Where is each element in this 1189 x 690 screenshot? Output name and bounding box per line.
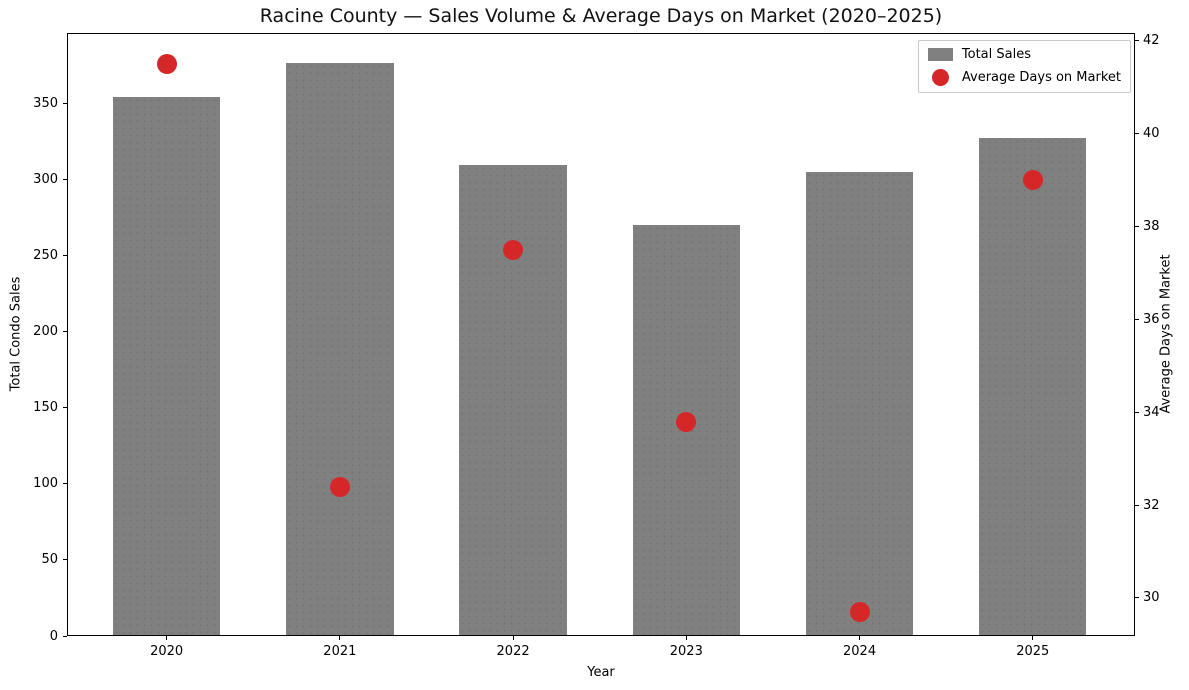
- y-tick-mark-left: [63, 330, 67, 332]
- scatter-point-2025: [1022, 170, 1043, 191]
- y-tick-label-left: 250: [33, 247, 58, 263]
- x-tick-label: 2023: [669, 644, 703, 659]
- x-tick-mark: [339, 636, 341, 640]
- y-tick-label-left: 350: [33, 95, 58, 111]
- y-tick-label-left: 50: [41, 552, 58, 568]
- legend: Total Sales Average Days on Market: [917, 40, 1131, 93]
- x-tick-mark: [512, 636, 514, 640]
- legend-label: Average Days on Market: [961, 70, 1121, 85]
- bar-2021: [286, 63, 394, 635]
- x-tick-label: 2025: [1016, 644, 1050, 659]
- y-tick-mark-right: [1135, 597, 1139, 599]
- x-tick-mark: [685, 636, 687, 640]
- y-tick-label-right: 34: [1143, 404, 1160, 420]
- x-tick-label: 2024: [843, 644, 877, 659]
- scatter-point-2020: [156, 54, 177, 75]
- y-axis-label-right: Average Days on Market: [1158, 254, 1174, 414]
- bar-2025: [979, 138, 1087, 635]
- y-tick-mark-left: [63, 254, 67, 256]
- y-tick-label-right: 32: [1143, 497, 1160, 513]
- x-tick-mark: [859, 636, 861, 640]
- bar-2020: [112, 96, 221, 635]
- legend-entry-total-sales: Total Sales: [927, 47, 1121, 62]
- y-tick-mark-right: [1135, 504, 1139, 506]
- scatter-point-2021: [329, 476, 350, 497]
- y-tick-label-left: 0: [49, 628, 58, 644]
- y-tick-label-right: 40: [1143, 126, 1160, 142]
- y-tick-label-left: 100: [33, 476, 58, 492]
- bar-2024: [805, 171, 914, 635]
- y-tick-mark-right: [1135, 411, 1139, 413]
- plot-area: [67, 33, 1135, 636]
- x-tick-mark: [166, 636, 168, 640]
- y-tick-mark-left: [63, 483, 67, 485]
- x-tick-label: 2022: [496, 644, 530, 659]
- y-tick-label-right: 30: [1143, 590, 1160, 606]
- y-tick-mark-left: [63, 407, 67, 409]
- y-tick-mark-right: [1135, 40, 1139, 42]
- x-axis-label: Year: [587, 665, 615, 680]
- y-tick-label-left: 150: [33, 400, 58, 416]
- legend-label: Total Sales: [961, 47, 1031, 62]
- legend-dot-swatch-icon: [931, 69, 949, 86]
- y-tick-mark-right: [1135, 226, 1139, 228]
- y-tick-mark-right: [1135, 318, 1139, 320]
- y-tick-label-left: 300: [33, 171, 58, 187]
- legend-entry-avg-days: Average Days on Market: [928, 69, 1121, 86]
- bar-2022: [459, 165, 567, 635]
- scatter-point-2023: [676, 411, 697, 432]
- scatter-point-2024: [849, 601, 870, 622]
- y-tick-label-right: 36: [1143, 311, 1160, 327]
- x-tick-label: 2020: [150, 644, 184, 659]
- y-tick-label-left: 200: [33, 323, 58, 339]
- y-tick-mark-left: [63, 635, 67, 637]
- y-tick-mark-right: [1135, 133, 1139, 135]
- y-tick-mark-left: [63, 178, 67, 180]
- x-tick-mark: [1032, 636, 1034, 640]
- y-tick-mark-left: [63, 102, 67, 104]
- y-tick-mark-left: [63, 559, 67, 561]
- chart-title: Racine County — Sales Volume & Average D…: [259, 5, 943, 27]
- legend-bar-swatch-icon: [927, 48, 953, 61]
- y-tick-label-right: 38: [1143, 219, 1160, 235]
- x-tick-label: 2021: [323, 644, 357, 659]
- scatter-point-2022: [503, 239, 524, 260]
- y-tick-label-right: 42: [1143, 33, 1160, 49]
